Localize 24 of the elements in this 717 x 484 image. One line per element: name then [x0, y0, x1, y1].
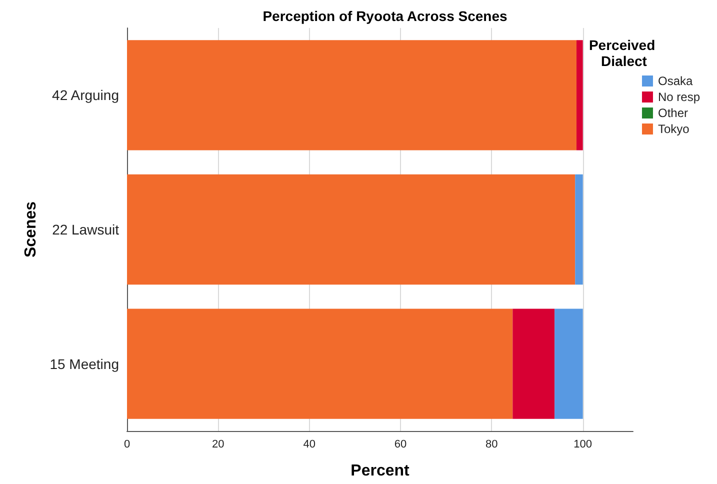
y-axis-title: Scenes: [22, 201, 40, 258]
x-tick-label: 0: [124, 438, 130, 450]
legend-label: Osaka: [658, 74, 693, 88]
bar: [554, 308, 583, 419]
y-tick-label: 15 Meeting: [50, 356, 119, 372]
bar: [576, 40, 583, 150]
y-tick-label: 42 Arguing: [52, 87, 119, 104]
x-tick-label: 20: [212, 438, 224, 450]
legend-label: No resp: [658, 90, 700, 104]
bar: [127, 174, 576, 285]
legend-label: Tokyo: [658, 122, 690, 136]
chart-title: Perception of Ryoota Across Scenes: [262, 8, 508, 24]
bar: [512, 308, 555, 419]
y-tick-label: 22 Lawsuit: [52, 222, 120, 238]
bar: [127, 308, 513, 419]
bar: [127, 40, 576, 150]
legend-label: Other: [658, 106, 688, 120]
x-tick-label: 60: [394, 438, 407, 450]
x-axis-title: Percent: [350, 462, 410, 480]
x-tick-label: 100: [574, 438, 592, 450]
x-tick-label: 80: [486, 438, 498, 450]
legend-title: Perceived Dialect: [588, 37, 660, 69]
x-tick-label: 40: [303, 438, 316, 450]
bar: [575, 174, 583, 285]
